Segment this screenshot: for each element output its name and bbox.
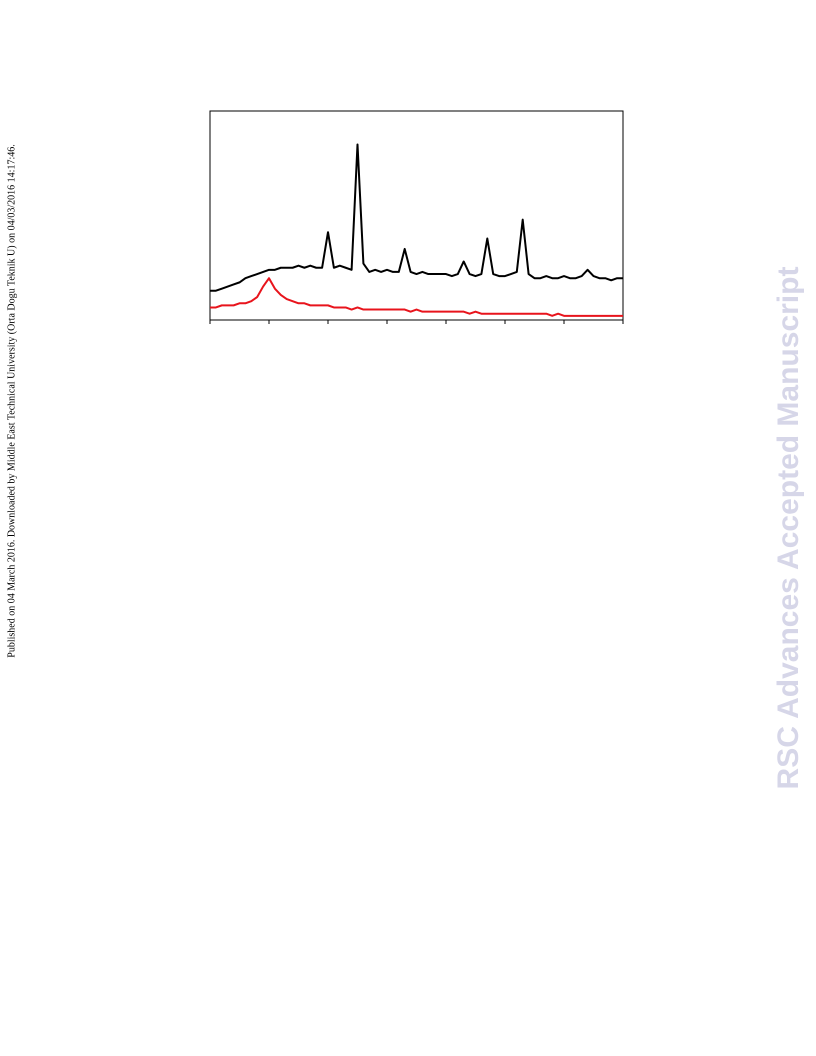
side-note: Published on 04 March 2016. Downloaded b… xyxy=(6,144,17,657)
plot-frame xyxy=(209,110,624,321)
watermark: RSC Advances Accepted Manuscript xyxy=(772,267,805,790)
data-line xyxy=(210,143,623,292)
data-line xyxy=(210,277,623,317)
